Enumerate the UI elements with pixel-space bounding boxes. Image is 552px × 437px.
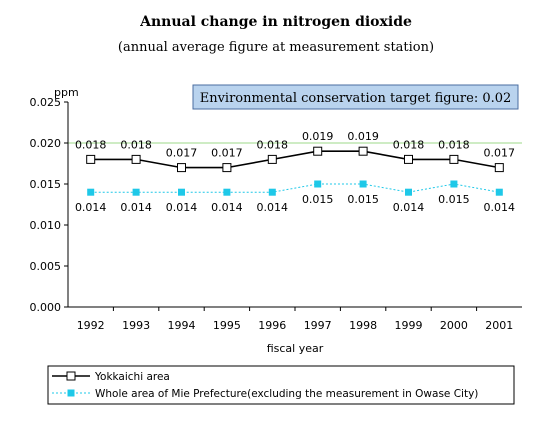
x-axis-label: fiscal year xyxy=(267,342,324,355)
data-label-1: 0.015 xyxy=(302,193,334,206)
data-label-1: 0.015 xyxy=(438,193,470,206)
annotation-text: Environmental conservation target figure… xyxy=(200,91,512,106)
y-tick-label: 0.015 xyxy=(30,178,62,191)
data-label-1: 0.014 xyxy=(75,201,107,214)
data-label-0: 0.018 xyxy=(393,138,425,151)
data-point-1 xyxy=(132,188,140,196)
data-point-1 xyxy=(450,180,458,188)
data-point-1 xyxy=(359,180,367,188)
data-label-0: 0.018 xyxy=(75,138,107,151)
data-point-0 xyxy=(494,163,504,173)
x-tick-label: 1993 xyxy=(122,319,150,332)
data-label-1: 0.014 xyxy=(393,201,425,214)
data-label-1: 0.014 xyxy=(484,201,516,214)
legend-marker-1 xyxy=(67,389,75,397)
x-tick-label: 2001 xyxy=(485,319,513,332)
data-point-0 xyxy=(267,154,277,164)
data-point-0 xyxy=(177,163,186,173)
x-tick-label: 1994 xyxy=(168,319,196,332)
x-tick-label: 1999 xyxy=(395,319,423,332)
data-label-1: 0.015 xyxy=(347,193,379,206)
data-point-0 xyxy=(449,154,459,164)
data-label-1: 0.014 xyxy=(166,201,198,214)
y-axis-label: ppm xyxy=(54,86,79,99)
data-point-0 xyxy=(358,146,368,156)
legend-box xyxy=(47,365,515,405)
data-label-0: 0.018 xyxy=(438,138,470,151)
x-tick-label: 1997 xyxy=(304,319,332,332)
data-label-1: 0.014 xyxy=(257,201,289,214)
legend-label-1: Whole area of Mie Prefecture(excluding t… xyxy=(95,388,478,400)
data-point-1 xyxy=(87,188,95,196)
legend-label-0: Yokkaichi area xyxy=(94,371,170,383)
data-label-1: 0.014 xyxy=(211,201,243,214)
series-line-1 xyxy=(90,183,500,193)
data-point-1 xyxy=(495,188,503,196)
y-tick-label: 0.025 xyxy=(30,96,62,109)
y-tick-label: 0.020 xyxy=(30,137,62,150)
legend-marker-0 xyxy=(66,371,76,381)
data-point-0 xyxy=(313,146,323,156)
data-point-0 xyxy=(86,154,96,164)
data-label-0: 0.017 xyxy=(211,147,243,160)
y-tick-label: 0.010 xyxy=(30,219,62,232)
data-label-0: 0.017 xyxy=(166,147,198,160)
chart-subtitle: (annual average figure at measurement st… xyxy=(117,40,435,55)
x-tick-label: 1992 xyxy=(77,319,105,332)
series-line-0 xyxy=(90,150,500,169)
data-point-0 xyxy=(131,154,141,164)
x-tick-label: 1998 xyxy=(349,319,377,332)
data-point-1 xyxy=(268,188,276,196)
chart-title: Annual change in nitrogen dioxide xyxy=(140,14,412,30)
data-label-0: 0.017 xyxy=(484,147,516,160)
data-label-0: 0.018 xyxy=(120,138,152,151)
data-label-0: 0.018 xyxy=(257,138,289,151)
data-label-0: 0.019 xyxy=(347,130,379,143)
data-label-1: 0.014 xyxy=(120,201,152,214)
x-tick-label: 1995 xyxy=(213,319,241,332)
data-point-0 xyxy=(222,163,232,173)
data-point-1 xyxy=(405,188,412,196)
y-tick-label: 0.000 xyxy=(30,301,62,314)
data-point-1 xyxy=(178,188,185,196)
data-point-1 xyxy=(223,188,231,196)
data-point-1 xyxy=(314,180,322,188)
y-tick-label: 0.005 xyxy=(30,260,62,273)
annotation-box xyxy=(192,84,519,110)
data-point-0 xyxy=(404,154,413,164)
x-tick-label: 2000 xyxy=(440,319,468,332)
data-label-0: 0.019 xyxy=(302,130,334,143)
x-tick-label: 1996 xyxy=(258,319,286,332)
